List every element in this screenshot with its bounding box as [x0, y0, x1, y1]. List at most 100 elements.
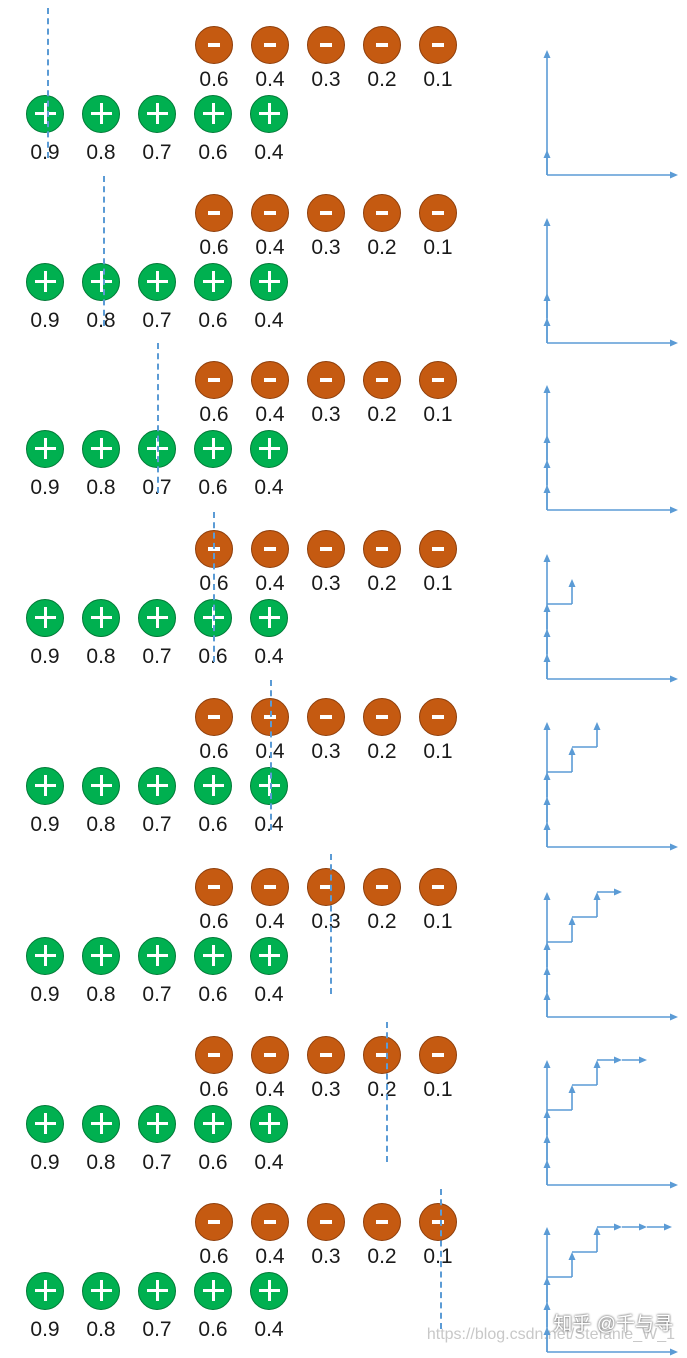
roc-point-arrow: [543, 629, 551, 637]
negative-score-label: 0.1: [423, 236, 453, 259]
minus-icon: [320, 885, 332, 889]
plus-icon-vertical: [212, 1280, 215, 1301]
plus-icon-vertical: [268, 775, 271, 796]
positive-sample-ball: [194, 937, 232, 975]
roc-y-axis-arrowhead: [543, 50, 551, 58]
negative-sample-ball: [195, 1036, 233, 1074]
plus-icon-vertical: [268, 945, 271, 966]
positive-sample-ball: [26, 767, 64, 805]
plus-icon-vertical: [44, 607, 47, 628]
roc-y-axis-arrowhead: [543, 1227, 551, 1235]
roc-point-arrow: [543, 1110, 551, 1118]
plus-icon-vertical: [212, 103, 215, 124]
minus-icon: [376, 211, 388, 215]
roc-x-axis-arrowhead: [670, 339, 678, 347]
positive-score-label: 0.7: [142, 476, 172, 499]
positive-sample-ball: [82, 937, 120, 975]
minus-icon: [208, 1053, 220, 1057]
minus-icon: [320, 1220, 332, 1224]
plus-icon-vertical: [44, 945, 47, 966]
positive-sample-ball: [194, 1105, 232, 1143]
roc-point-arrow: [664, 1223, 672, 1231]
roc-curve-plot: [543, 218, 678, 347]
negative-score-label: 0.2: [367, 68, 397, 91]
roc-y-axis-arrowhead: [543, 1060, 551, 1068]
minus-icon: [264, 1053, 276, 1057]
minus-icon: [376, 378, 388, 382]
positive-sample-ball: [138, 599, 176, 637]
plus-icon-vertical: [100, 271, 103, 292]
negative-score-label: 0.3: [311, 68, 341, 91]
roc-point-arrow: [543, 1327, 551, 1335]
positive-score-label: 0.7: [142, 1318, 172, 1341]
minus-icon: [264, 211, 276, 215]
negative-score-label: 0.3: [311, 910, 341, 933]
minus-icon: [432, 1053, 444, 1057]
positive-score-label: 0.8: [86, 141, 116, 164]
minus-icon: [376, 43, 388, 47]
plus-icon-vertical: [100, 1280, 103, 1301]
positive-score-label: 0.8: [86, 645, 116, 668]
minus-icon: [320, 715, 332, 719]
negative-sample-ball: [307, 868, 345, 906]
roc-curve-plot: [543, 722, 678, 851]
negative-sample-ball: [307, 26, 345, 64]
positive-score-label: 0.8: [86, 309, 116, 332]
threshold-line: [103, 176, 105, 326]
negative-sample-ball: [363, 1036, 401, 1074]
minus-icon: [432, 1220, 444, 1224]
roc-point-arrow: [639, 1223, 647, 1231]
minus-icon: [208, 43, 220, 47]
positive-score-label: 0.9: [30, 645, 60, 668]
plus-icon-vertical: [44, 103, 47, 124]
negative-sample-ball: [195, 361, 233, 399]
plus-icon-vertical: [100, 775, 103, 796]
negative-score-label: 0.2: [367, 1245, 397, 1268]
minus-icon: [376, 715, 388, 719]
roc-curve-plot: [543, 888, 678, 1021]
roc-x-axis-arrowhead: [670, 843, 678, 851]
plus-icon-vertical: [100, 607, 103, 628]
positive-sample-ball: [138, 263, 176, 301]
negative-score-label: 0.6: [199, 910, 229, 933]
roc-point-arrow: [543, 772, 551, 780]
positive-score-label: 0.9: [30, 983, 60, 1006]
positive-sample-ball: [138, 95, 176, 133]
positive-score-label: 0.8: [86, 476, 116, 499]
minus-icon: [376, 1053, 388, 1057]
negative-sample-ball: [419, 361, 457, 399]
positive-score-label: 0.6: [198, 1318, 228, 1341]
minus-icon: [320, 547, 332, 551]
negative-sample-ball: [195, 26, 233, 64]
minus-icon: [264, 378, 276, 382]
minus-icon: [208, 211, 220, 215]
positive-score-label: 0.7: [142, 1151, 172, 1174]
step-panel-5: 0.6 0.4 0.3 0.2 0.1 0.9 0.8 0.7 0.6 0.4: [0, 680, 687, 851]
plus-icon-vertical: [268, 438, 271, 459]
negative-sample-ball: [251, 361, 289, 399]
negative-score-label: 0.4: [255, 68, 285, 91]
negative-score-label: 0.1: [423, 572, 453, 595]
negative-sample-ball: [419, 194, 457, 232]
roc-point-arrow: [614, 1223, 622, 1231]
negative-sample-ball: [251, 194, 289, 232]
plus-icon-vertical: [156, 103, 159, 124]
positive-score-label: 0.6: [198, 141, 228, 164]
positive-score-label: 0.9: [30, 141, 60, 164]
negative-sample-ball: [363, 361, 401, 399]
plus-icon-vertical: [44, 271, 47, 292]
negative-sample-ball: [307, 698, 345, 736]
negative-score-label: 0.1: [423, 1245, 453, 1268]
negative-score-label: 0.4: [255, 910, 285, 933]
negative-sample-ball: [363, 698, 401, 736]
roc-curve-plot: [543, 385, 678, 514]
negative-score-label: 0.2: [367, 572, 397, 595]
positive-sample-ball: [138, 767, 176, 805]
roc-point-arrow: [543, 942, 551, 950]
negative-sample-ball: [307, 194, 345, 232]
negative-score-label: 0.4: [255, 740, 285, 763]
positive-sample-ball: [194, 767, 232, 805]
roc-x-axis-arrowhead: [670, 171, 678, 179]
negative-score-label: 0.2: [367, 740, 397, 763]
minus-icon: [432, 378, 444, 382]
